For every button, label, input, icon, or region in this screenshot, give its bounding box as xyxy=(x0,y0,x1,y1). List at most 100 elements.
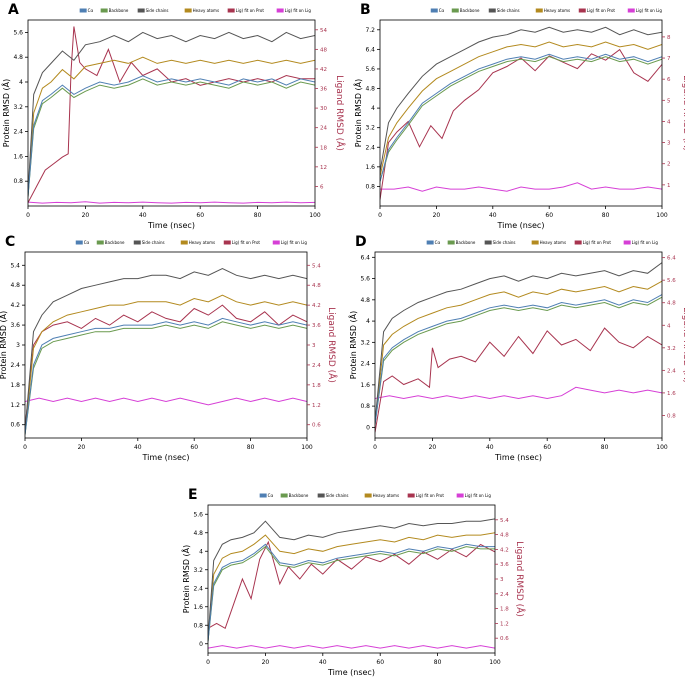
x-axis-label: Time (nsec) xyxy=(497,221,545,230)
y2-axis-label: Ligand RMSD (Å) xyxy=(681,75,685,151)
legend-swatch-heavy xyxy=(535,8,543,13)
y2-tick-label: 4 xyxy=(667,323,671,329)
y-tick-label: 4.8 xyxy=(365,86,375,93)
y2-tick-label: 48 xyxy=(320,47,327,53)
x-tick-label: 60 xyxy=(545,212,553,219)
y-tick-label: 4.8 xyxy=(193,530,203,537)
y2-tick-label: 7 xyxy=(667,56,671,62)
legend-swatch-lig-prot xyxy=(227,8,235,13)
y-tick-label: 6.4 xyxy=(365,46,375,53)
x-axis-label: Time (nsec) xyxy=(494,453,542,462)
x-tick-label: 80 xyxy=(434,659,442,666)
series-line-lig-lig xyxy=(380,182,662,192)
legend-label: Lig) fit on Lig xyxy=(636,8,663,13)
legend-label: Lig) fit on Prot xyxy=(583,240,612,245)
y2-tick-label: 18 xyxy=(320,145,327,151)
y2-tick-label: 3 xyxy=(667,141,671,147)
legend-swatch-lig-prot xyxy=(223,240,231,245)
series-line-sidechains xyxy=(28,31,315,194)
series-line-lig-prot xyxy=(25,304,307,429)
y-tick-label: 0.6 xyxy=(10,422,20,429)
y-axis-label: Protein RMSD (Å) xyxy=(0,79,11,148)
series-line-backbone xyxy=(25,321,307,435)
legend-label: Lig) fit on Lig xyxy=(281,240,308,245)
legend-label: Lig) fit on Prot xyxy=(587,8,616,13)
legend-swatch-backbone xyxy=(280,493,288,498)
y2-tick-label: 2.4 xyxy=(500,592,509,598)
y2-axis-label: Ligand RMSD (Å) xyxy=(326,307,338,383)
y2-tick-label: 1.2 xyxy=(312,403,321,409)
legend-swatch-lig-prot xyxy=(574,240,582,245)
legend-label: Backbone xyxy=(460,8,480,13)
legend: Cα Backbone Side chains Heavy atoms Lig) fit… xyxy=(259,493,491,498)
y2-tick-label: 4.8 xyxy=(667,301,676,307)
x-tick-label: 100 xyxy=(309,212,321,219)
y-tick-label: 3 xyxy=(16,342,20,349)
series-line-ca xyxy=(375,294,662,425)
y-tick-label: 3.2 xyxy=(365,125,375,132)
x-tick-label: 100 xyxy=(656,444,668,451)
legend-swatch-heavy xyxy=(180,240,188,245)
y2-tick-label: 5.6 xyxy=(667,278,676,284)
legend-label: Side chains xyxy=(142,240,165,245)
panel-label: D xyxy=(355,234,367,250)
x-tick-label: 0 xyxy=(23,444,27,451)
y2-tick-label: 5 xyxy=(667,98,671,104)
y2-tick-label: 3.2 xyxy=(667,346,676,352)
series-line-lig-lig xyxy=(28,201,315,204)
series-group xyxy=(28,26,315,204)
legend-label: Side chains xyxy=(326,493,349,498)
y-axis-label: Protein RMSD (Å) xyxy=(0,311,8,380)
legend-label: Lig) fit on Prot xyxy=(236,8,265,13)
series-group xyxy=(25,268,307,435)
series-line-heavy xyxy=(208,532,495,642)
y2-tick-label: 30 xyxy=(320,106,327,112)
y2-tick-label: 42 xyxy=(320,67,327,73)
y-tick-label: 1.2 xyxy=(10,402,20,409)
y2-tick-label: 24 xyxy=(320,126,327,132)
legend-swatch-heavy xyxy=(364,493,372,498)
y2-tick-label: 1.8 xyxy=(312,383,321,389)
series-line-ca xyxy=(208,543,495,642)
legend-label: Backbone xyxy=(456,240,476,245)
y-tick-label: 3.2 xyxy=(360,339,370,346)
series-line-ca xyxy=(380,53,662,182)
y-tick-label: 4 xyxy=(19,79,23,86)
legend-label: Backbone xyxy=(105,240,125,245)
y2-tick-label: 54 xyxy=(320,28,327,34)
panel-d: D 0 20 40 60 80 100 0 0.8 1.6 2.4 3.2 4 4.8 5.6 6.4 0.8 1… xyxy=(347,234,685,462)
legend-swatch-ca xyxy=(426,240,434,245)
legend-label: Heavy atoms xyxy=(193,8,219,13)
plot-frame xyxy=(27,19,316,207)
x-tick-label: 80 xyxy=(254,212,262,219)
legend-label: Heavy atoms xyxy=(373,493,399,498)
series-line-sidechains xyxy=(25,268,307,432)
series-line-sidechains xyxy=(375,262,662,423)
legend-swatch-lig-lig xyxy=(627,8,635,13)
x-tick-label: 0 xyxy=(373,444,377,451)
panel-c: C 0 20 40 60 80 100 0.6 1.2 1.8 2.4 3 3.6 4.2 4.8 5.4 0.… xyxy=(0,234,338,462)
series-line-heavy xyxy=(380,41,662,177)
y-tick-label: 4.8 xyxy=(360,297,370,304)
x-axis-label: Time (nsec) xyxy=(147,221,195,230)
series-line-backbone xyxy=(375,296,662,425)
y-tick-label: 1.6 xyxy=(13,153,23,160)
y-tick-label: 0.8 xyxy=(360,403,370,410)
y-tick-label: 7.2 xyxy=(365,27,375,34)
x-tick-label: 60 xyxy=(190,444,198,451)
series-line-lig-lig xyxy=(208,645,495,649)
series-line-ca xyxy=(25,317,307,435)
legend: Cα Backbone Side chains Heavy atoms Lig) fit… xyxy=(430,8,663,13)
y2-tick-label: 2 xyxy=(667,162,671,168)
legend-swatch-backbone xyxy=(447,240,455,245)
series-group xyxy=(208,518,495,649)
series-line-heavy xyxy=(375,280,662,425)
y2-tick-label: 4.8 xyxy=(312,283,321,289)
x-tick-label: 100 xyxy=(656,212,668,219)
panel-label: E xyxy=(188,487,198,503)
y2-tick-label: 2.4 xyxy=(667,368,676,374)
y-tick-label: 2.4 xyxy=(10,362,20,369)
series-line-ca xyxy=(28,75,315,197)
y2-tick-label: 1 xyxy=(667,183,671,189)
series-line-lig-lig xyxy=(25,397,307,406)
